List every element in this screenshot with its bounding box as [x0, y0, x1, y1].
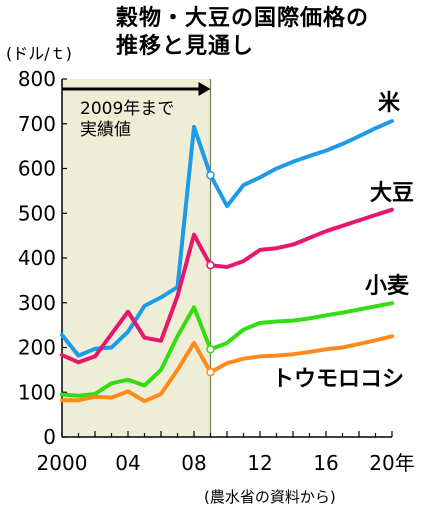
x-tick-label-2012: 12: [247, 451, 272, 475]
actual-period-arrow-head: [198, 82, 211, 96]
series-line-2: [60, 207, 394, 365]
series-label-1: 米: [378, 91, 401, 116]
chart-title-line-2: 推移と見通し: [116, 34, 255, 59]
y-tick-label-100: 100: [18, 380, 56, 404]
y-tick-label-700: 700: [18, 112, 56, 136]
x-tick-label-2000: 2000: [37, 451, 88, 475]
y-tick-label-200: 200: [18, 336, 56, 360]
series-label-4: トウモロコシ: [272, 367, 404, 392]
series-marker-2-2009: [206, 260, 215, 270]
y-tick-label-400: 400: [18, 246, 56, 270]
x-tick-label-2008: 08: [181, 451, 206, 475]
chart-title-line-1: 穀物・大豆の国際価格の: [116, 6, 370, 31]
y-tick-label-500: 500: [18, 201, 56, 225]
y-axis-unit-label: (ドル/ｔ): [6, 44, 72, 63]
series-line-3: [60, 301, 394, 398]
series-line-4: [60, 334, 394, 404]
series-label-3: 小麦: [365, 273, 410, 299]
actual-period-annotation-line-1: 2009年まで: [80, 99, 174, 119]
actual-period-annotation-line-2: 実績値: [80, 120, 131, 140]
series-marker-1-2009: [206, 170, 215, 180]
x-tick-label-2004: 04: [115, 451, 140, 475]
series-marker-3-2009: [206, 345, 215, 354]
series-marker-4-2009: [206, 367, 215, 377]
y-tick-label-0: 0: [43, 425, 56, 449]
series-line-1: [60, 119, 394, 358]
y-tick-label-300: 300: [18, 291, 56, 315]
x-tick-label-2020: 20年: [369, 451, 414, 475]
y-tick-label-600: 600: [18, 157, 56, 181]
y-tick-label-800: 800: [18, 67, 56, 91]
x-tick-label-2016: 16: [313, 451, 338, 475]
series-label-2: 大豆: [370, 181, 414, 206]
source-note: (農水省の資料から): [204, 488, 336, 506]
